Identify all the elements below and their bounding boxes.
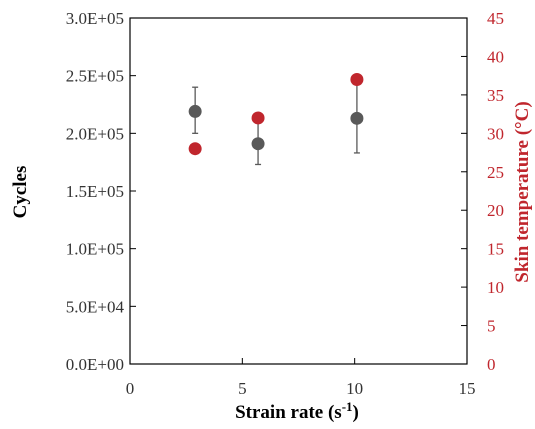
y-right-tick-label: 45 [487, 9, 504, 28]
cycles-point [251, 137, 265, 151]
y-right-tick-label: 10 [487, 278, 504, 297]
axes-layer: 0.0E+00 5.0E+04 1.0E+05 1.5E+05 2.0E+05 2.5E+… [66, 9, 504, 398]
skin-temperature-point [350, 73, 364, 87]
x-tick-label: 10 [346, 379, 363, 398]
y-axis-left-title: Cycles [10, 166, 31, 219]
x-axis-title-main: Strain rate (s [235, 402, 342, 423]
skin-temperature-point [251, 111, 265, 125]
marks-layer [188, 73, 364, 166]
skin-temperature-point [188, 142, 202, 156]
x-axis-title-superscript: -1 [342, 399, 353, 414]
plot-frame [129, 17, 468, 365]
y-axis-right-title: Skin temperature (°C) [512, 101, 533, 282]
y-left-tick-label: 3.0E+05 [66, 9, 124, 28]
y-left-tick-label: 5.0E+04 [66, 297, 125, 316]
y-left-tick-label: 2.0E+05 [66, 124, 124, 143]
x-tick-label: 5 [238, 379, 247, 398]
y-right-tick-label: 30 [487, 124, 504, 143]
y-right-tick-label: 5 [487, 317, 496, 336]
y-right-tick-label: 0 [487, 355, 496, 374]
y-right-tick-label: 40 [487, 47, 504, 66]
cycles-point [350, 111, 364, 125]
y-left-tick-label: 1.0E+05 [66, 240, 124, 259]
y-right-tick-label: 35 [487, 86, 504, 105]
x-tick-label: 0 [126, 379, 135, 398]
x-tick-label: 15 [459, 379, 476, 398]
y-right-tick-label: 25 [487, 163, 504, 182]
x-axis-title-suffix: ) [353, 402, 359, 423]
y-left-tick-label: 0.0E+00 [66, 355, 124, 374]
y-right-tick-label: 20 [487, 201, 504, 220]
cycles-point [188, 104, 202, 118]
x-axis-title: Strain rate (s-1) [235, 399, 359, 423]
y-left-tick-label: 2.5E+05 [66, 67, 124, 86]
y-right-tick-label: 15 [487, 240, 504, 259]
y-left-tick-label: 1.5E+05 [66, 182, 124, 201]
